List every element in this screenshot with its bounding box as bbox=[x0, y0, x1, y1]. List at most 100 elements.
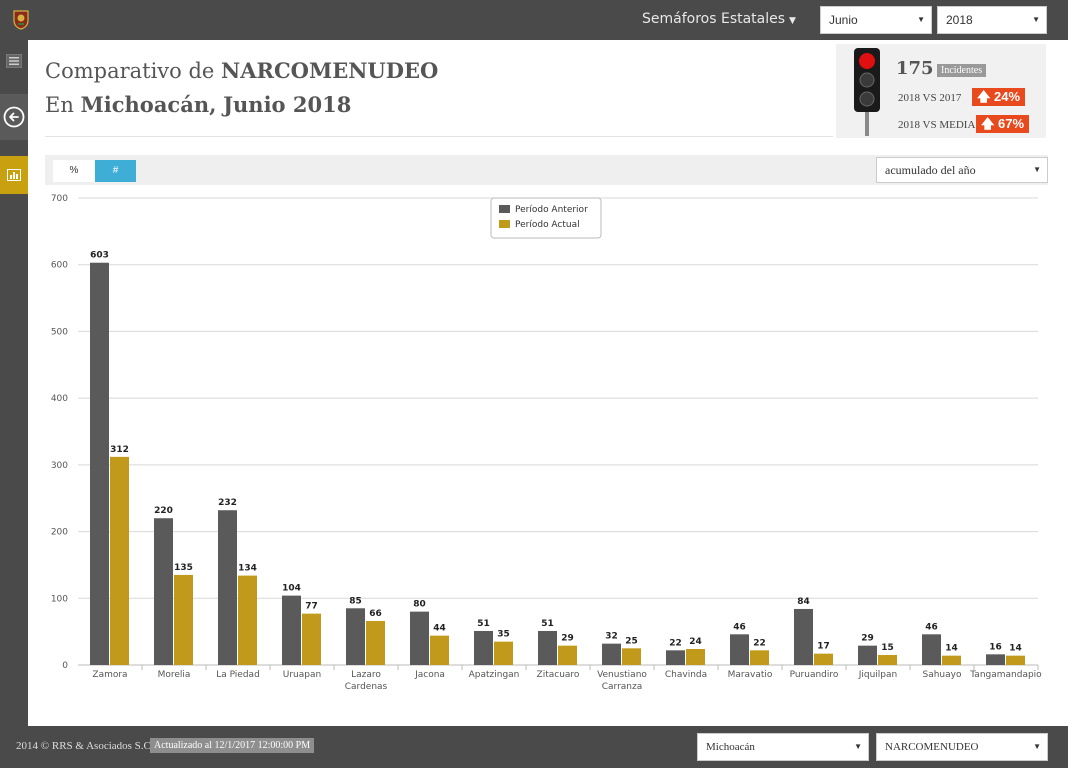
bar-actual bbox=[110, 456, 129, 665]
bar-anterior bbox=[410, 611, 429, 665]
caret-down-icon: ▼ bbox=[789, 16, 796, 26]
bar-chart-icon bbox=[7, 169, 21, 181]
y-tick-label: 400 bbox=[51, 394, 68, 404]
left-rail bbox=[0, 40, 28, 726]
y-tick-label: 700 bbox=[51, 194, 68, 204]
data-label: 29 bbox=[861, 634, 874, 644]
vs-mean-value: 67% bbox=[998, 116, 1025, 131]
data-label: 51 bbox=[541, 619, 554, 629]
select-arrow-icon: ▼ bbox=[854, 742, 862, 751]
coat-of-arms-icon[interactable] bbox=[10, 8, 32, 30]
y-tick-label: 500 bbox=[51, 327, 68, 337]
bar-anterior bbox=[602, 643, 621, 665]
semaphore-panel: 175 Incidentes 2018 VS 2017 🡅 24% 2018 V… bbox=[836, 44, 1046, 138]
data-label: 29 bbox=[561, 634, 574, 644]
incidents-badge: Incidentes bbox=[937, 64, 987, 77]
arrow-left-circle-icon bbox=[3, 106, 25, 128]
crime-select[interactable]: NARCOMENUDEO ▼ bbox=[876, 733, 1048, 761]
y-tick-label: 0 bbox=[62, 661, 68, 671]
copyright-text: 2014 © RRS & Asociados S.C. bbox=[16, 740, 154, 752]
data-label: 15 bbox=[881, 643, 894, 653]
data-label: 603 bbox=[90, 251, 109, 261]
x-tick-label: Sahuayo bbox=[923, 670, 962, 680]
x-tick-label: Zitacuaro bbox=[537, 670, 580, 680]
y-tick-label: 600 bbox=[51, 261, 68, 271]
menu-button[interactable] bbox=[0, 48, 28, 74]
data-label: 32 bbox=[605, 632, 618, 642]
bar-actual bbox=[302, 613, 321, 665]
bar-anterior bbox=[218, 510, 237, 665]
bar-actual bbox=[494, 641, 513, 665]
data-label: 51 bbox=[477, 619, 490, 629]
data-label: 14 bbox=[945, 644, 958, 654]
bar-anterior bbox=[666, 650, 685, 665]
data-label: 35 bbox=[497, 630, 510, 640]
y-tick-label: 200 bbox=[51, 528, 68, 538]
arrow-up-icon: 🡅 bbox=[977, 89, 991, 104]
bar-chart: 0 100 200 300 400 500 600 700 603 312 Zamora 220 135… bbox=[51, 194, 1042, 692]
data-label: 80 bbox=[413, 600, 426, 610]
legend-box bbox=[490, 197, 602, 239]
chart-view-button[interactable] bbox=[0, 156, 28, 194]
accumulation-select[interactable]: acumulado del año ▼ bbox=[876, 157, 1048, 183]
select-arrow-icon: ▼ bbox=[1032, 15, 1040, 24]
state-semaphores-menu[interactable]: Semáforos Estatales ▼ bbox=[642, 11, 796, 27]
data-label: 220 bbox=[154, 506, 173, 516]
data-label: 232 bbox=[218, 498, 237, 508]
bar-actual bbox=[622, 648, 641, 665]
legend-swatch bbox=[499, 220, 510, 228]
x-tick-label: Jiquilpan bbox=[858, 670, 898, 680]
x-tick-label: Apatzingan bbox=[469, 670, 520, 680]
crime-value: NARCOMENUDEO bbox=[885, 741, 979, 753]
data-label: 46 bbox=[733, 622, 746, 632]
bar-anterior bbox=[794, 608, 813, 665]
bar-actual bbox=[750, 650, 769, 665]
bar-actual bbox=[1006, 655, 1025, 665]
tab-percent[interactable]: % bbox=[53, 160, 95, 182]
data-label: 66 bbox=[369, 609, 382, 619]
data-label: 77 bbox=[305, 602, 318, 612]
bar-anterior bbox=[730, 634, 749, 665]
legend-label: Período Anterior bbox=[515, 205, 588, 215]
legend-label: Período Actual bbox=[515, 220, 580, 230]
month-select[interactable]: Junio ▼ bbox=[820, 6, 932, 34]
select-arrow-icon: ▼ bbox=[1033, 742, 1041, 751]
year-value: 2018 bbox=[946, 13, 973, 27]
location-name: Michoacán, bbox=[80, 92, 217, 117]
bar-anterior bbox=[474, 630, 493, 665]
x-tick-label: Chavinda bbox=[665, 670, 707, 680]
data-label: 135 bbox=[174, 563, 193, 573]
traffic-light-icon bbox=[854, 48, 880, 136]
x-tick-label: Tangamandapio bbox=[969, 670, 1042, 680]
x-tick-label: Maravatio bbox=[728, 670, 773, 680]
vs-last-year-label: 2018 VS 2017 bbox=[898, 92, 962, 104]
bar-actual bbox=[366, 620, 385, 665]
back-button[interactable] bbox=[0, 94, 28, 140]
data-label: 104 bbox=[282, 584, 301, 594]
tab-number[interactable]: # bbox=[95, 160, 136, 182]
x-tick-label: Zamora bbox=[92, 670, 127, 680]
data-label: 312 bbox=[110, 445, 129, 455]
data-label: 46 bbox=[925, 622, 938, 632]
bar-actual bbox=[686, 648, 705, 665]
year-select[interactable]: 2018 ▼ bbox=[937, 6, 1047, 34]
state-value: Michoacán bbox=[706, 741, 755, 753]
updated-badge: Actualizado al 12/1/2017 12:00:00 PM bbox=[150, 738, 315, 753]
bar-actual bbox=[942, 655, 961, 665]
x-tick-label: Venustiano bbox=[597, 670, 647, 680]
bar-anterior bbox=[858, 645, 877, 665]
x-tick-label: Lazaro bbox=[351, 670, 381, 680]
data-label: 22 bbox=[753, 638, 766, 648]
bar-actual bbox=[174, 574, 193, 665]
vs-last-year-badge: 🡅 24% bbox=[972, 88, 1026, 106]
bar-anterior bbox=[90, 262, 109, 665]
bar-actual bbox=[814, 653, 833, 665]
header-divider bbox=[45, 136, 833, 137]
state-select[interactable]: Michoacán ▼ bbox=[697, 733, 869, 761]
vs-last-year-value: 24% bbox=[994, 89, 1021, 104]
bar-anterior bbox=[538, 630, 557, 665]
x-tick-label: Carranza bbox=[602, 682, 643, 692]
x-tick-label: Jacona bbox=[414, 670, 445, 680]
bar-anterior bbox=[346, 608, 365, 665]
data-label: 17 bbox=[817, 642, 830, 652]
